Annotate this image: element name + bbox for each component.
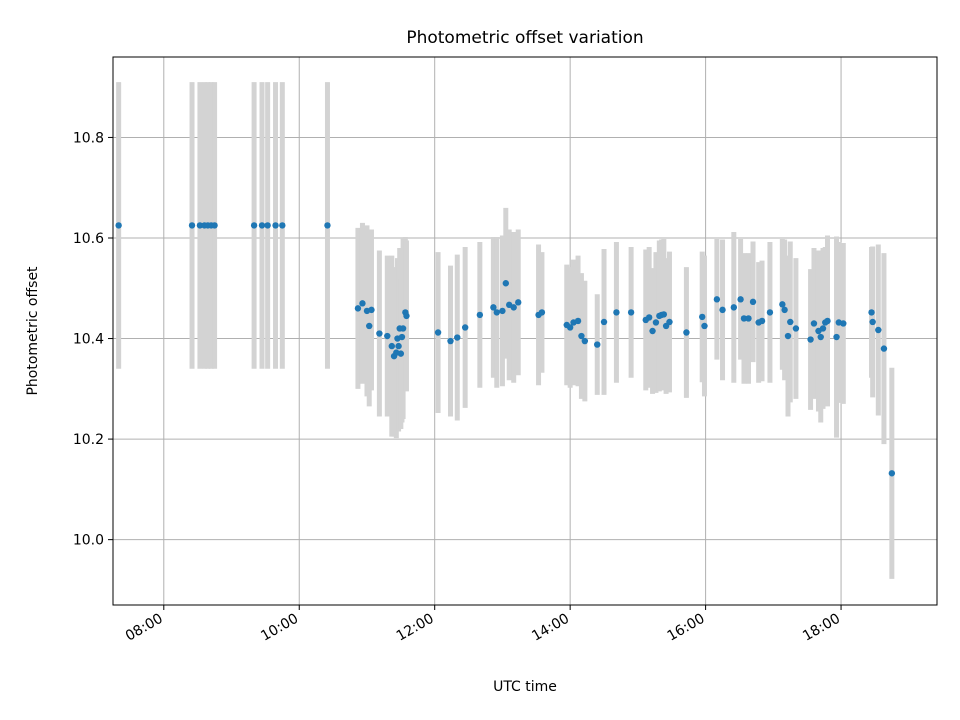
data-point	[490, 304, 497, 311]
data-point	[594, 341, 601, 348]
data-point	[250, 222, 258, 229]
data-point	[454, 334, 461, 341]
data-point	[833, 333, 840, 341]
data-point	[875, 326, 882, 334]
data-point	[745, 315, 752, 322]
data-point	[810, 320, 818, 327]
y-tick-label: 10.0	[73, 533, 104, 549]
data-point	[366, 322, 373, 330]
data-point	[600, 318, 608, 326]
y-tick-label: 10.2	[73, 432, 104, 448]
data-point	[196, 222, 204, 229]
data-point	[766, 309, 774, 316]
data-point	[817, 333, 824, 341]
data-point	[840, 320, 847, 327]
data-point	[211, 222, 218, 229]
data-point	[502, 280, 510, 287]
data-point	[784, 332, 792, 340]
y-tick-label: 10.6	[73, 231, 104, 247]
data-point	[613, 309, 620, 316]
y-axis-label: Photometric offset	[25, 266, 41, 396]
data-point	[384, 332, 391, 340]
data-point	[719, 306, 726, 314]
data-point	[749, 298, 757, 306]
data-point	[272, 222, 279, 229]
data-point	[574, 317, 582, 325]
data-point	[403, 312, 410, 320]
data-point	[824, 317, 831, 325]
data-point	[359, 300, 366, 307]
data-point	[880, 345, 888, 352]
data-point	[740, 315, 748, 322]
data-point	[398, 333, 406, 341]
data-point	[499, 307, 506, 315]
data-point	[510, 304, 517, 311]
data-point	[447, 337, 454, 345]
data-point	[538, 309, 546, 316]
data-point	[399, 325, 407, 332]
x-axis-label: UTC time	[493, 679, 557, 695]
chart-title: Photometric offset variation	[406, 28, 643, 48]
data-point	[888, 470, 896, 477]
data-point	[699, 313, 706, 321]
data-point	[324, 222, 331, 229]
data-point	[515, 299, 522, 306]
data-point	[115, 222, 122, 229]
data-points	[115, 222, 896, 477]
data-point	[730, 304, 738, 311]
data-point	[395, 342, 402, 350]
data-point	[787, 318, 794, 326]
data-point	[737, 296, 744, 303]
data-point	[581, 337, 589, 345]
data-point	[388, 342, 396, 350]
data-point	[368, 306, 375, 314]
data-point	[578, 332, 585, 340]
data-point	[649, 327, 656, 335]
data-point	[666, 318, 673, 326]
data-point	[258, 222, 266, 229]
data-point	[461, 324, 469, 331]
y-tick-label: 10.4	[73, 332, 104, 348]
data-point	[279, 222, 286, 229]
data-point	[476, 311, 484, 319]
data-point	[652, 319, 660, 326]
data-point	[660, 311, 668, 318]
data-point	[819, 325, 827, 332]
plot-frame	[112, 56, 938, 606]
data-point	[869, 318, 876, 326]
data-point	[645, 314, 653, 321]
data-point	[566, 324, 574, 331]
data-point	[188, 222, 196, 229]
data-point	[713, 296, 721, 303]
data-point	[376, 330, 383, 337]
data-point	[758, 317, 766, 325]
data-point	[807, 336, 814, 343]
data-point	[701, 322, 708, 330]
data-point	[397, 350, 405, 357]
y-tick-label: 10.8	[73, 130, 104, 146]
data-point	[493, 309, 500, 316]
data-point	[781, 306, 788, 314]
data-point	[683, 329, 690, 336]
data-point	[434, 329, 442, 336]
data-point	[868, 309, 875, 316]
data-point	[779, 301, 786, 308]
data-point	[627, 309, 635, 316]
data-point	[354, 305, 362, 312]
data-point	[264, 222, 271, 229]
grid	[113, 57, 937, 605]
data-point	[792, 325, 800, 332]
